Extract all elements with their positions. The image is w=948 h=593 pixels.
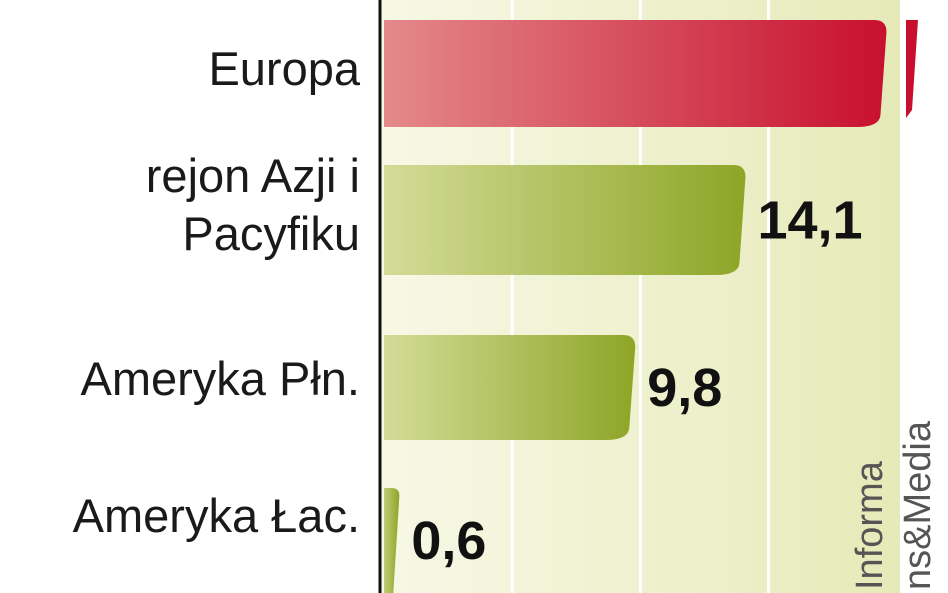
source-text: Informa xyxy=(849,460,891,590)
bar xyxy=(384,335,636,440)
decor-sliver xyxy=(906,20,918,118)
bar xyxy=(384,488,400,593)
value-label: 9,8 xyxy=(647,358,722,418)
category-label: rejon Azji i Pacyfiku xyxy=(145,149,360,260)
value-label: 0,6 xyxy=(411,511,486,571)
category-label: Europa xyxy=(208,42,360,95)
value-label: 14,1 xyxy=(757,190,862,250)
bar xyxy=(384,165,746,275)
bar xyxy=(384,20,887,127)
category-label: Ameryka Płn. xyxy=(80,352,360,405)
source-text: ns&Media xyxy=(897,420,939,590)
category-label: Ameryka Łac. xyxy=(72,489,360,542)
